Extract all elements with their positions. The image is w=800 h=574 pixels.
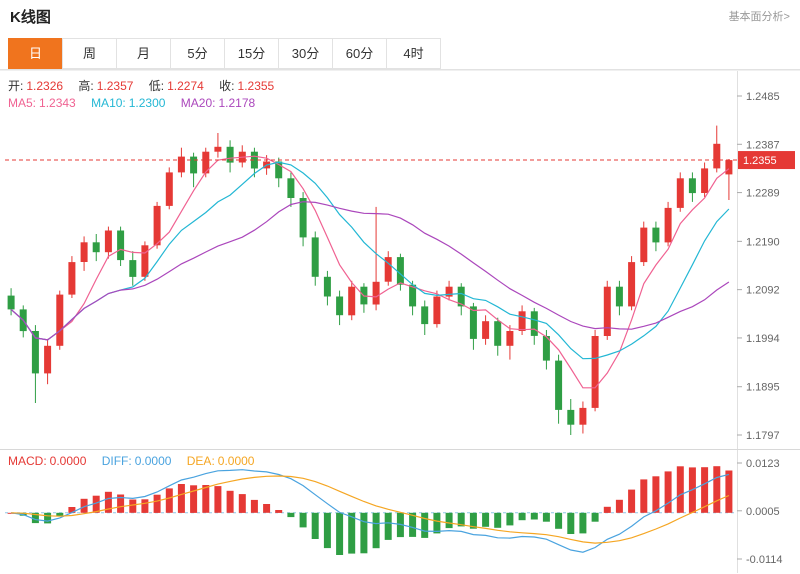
- low-label: 低:: [148, 79, 165, 93]
- header: K线图 基本面分析>: [0, 0, 800, 32]
- price-chart-canvas[interactable]: 1.2485 1.2387 1.2289 1.2190 1.2092 1.1994 1.18…: [0, 71, 800, 449]
- ma5-value: 1.2343: [39, 96, 76, 110]
- interval-tab-月[interactable]: 月: [116, 38, 171, 69]
- svg-text:1.2190: 1.2190: [746, 236, 780, 248]
- price-panel: 开: 1.2326 高: 1.2357 低: 1.2274 收: 1.2355 MA5:…: [0, 71, 800, 449]
- svg-text:0.0005: 0.0005: [746, 506, 780, 518]
- svg-text:1.2485: 1.2485: [746, 91, 780, 103]
- high-value: 1.2357: [96, 79, 134, 93]
- ma10-value: 1.2300: [128, 96, 166, 110]
- ma10-label: MA10:: [91, 96, 126, 110]
- interval-tab-日[interactable]: 日: [8, 38, 63, 69]
- diff-value: 0.0000: [134, 454, 172, 468]
- open-label: 开:: [8, 79, 24, 93]
- diff-label: DIFF:: [101, 454, 132, 468]
- macd-legend: MACD: 0.0000 DIFF: 0.0000 DEA: 0.0000: [8, 454, 266, 468]
- dea-value: 0.0000: [217, 454, 255, 468]
- interval-tab-60分[interactable]: 60分: [332, 38, 387, 69]
- close-value: 1.2355: [237, 79, 275, 93]
- svg-text:1.2387: 1.2387: [746, 139, 780, 151]
- open-value: 1.2326: [26, 79, 64, 93]
- high-label: 高:: [78, 79, 94, 93]
- close-label: 收:: [219, 79, 235, 93]
- macd-label: MACD:: [8, 454, 47, 468]
- svg-text:1.1797: 1.1797: [746, 430, 780, 442]
- interval-tab-周[interactable]: 周: [62, 38, 117, 69]
- chart-region: 开: 1.2326 高: 1.2357 低: 1.2274 收: 1.2355 MA5:…: [0, 70, 800, 573]
- ma-legend: MA5: 1.2343 MA10: 1.2300 MA20: 1.2178: [8, 96, 267, 110]
- svg-text:-0.0114: -0.0114: [746, 554, 783, 566]
- interval-tab-4时[interactable]: 4时: [386, 38, 441, 69]
- ma5-label: MA5:: [8, 96, 37, 110]
- macd-value: 0.0000: [49, 454, 87, 468]
- macd-chart-canvas[interactable]: 0.0123 0.0005 -0.0114: [0, 450, 800, 573]
- dea-label: DEA:: [186, 454, 215, 468]
- low-value: 1.2274: [167, 79, 204, 93]
- svg-text:1.1994: 1.1994: [746, 333, 780, 345]
- interval-tab-5分[interactable]: 5分: [170, 38, 225, 69]
- current-price-tag: 1.2355: [738, 151, 795, 170]
- interval-tab-15分[interactable]: 15分: [224, 38, 279, 69]
- page-title: K线图: [10, 8, 51, 26]
- ma20-label: MA20:: [180, 96, 216, 110]
- interval-tab-30分[interactable]: 30分: [278, 38, 333, 69]
- fundamental-analysis-link[interactable]: 基本面分析>: [728, 11, 790, 23]
- svg-text:1.2289: 1.2289: [746, 188, 780, 200]
- ma20-value: 1.2178: [218, 96, 256, 110]
- ohlc-legend: 开: 1.2326 高: 1.2357 低: 1.2274 收: 1.2355: [8, 77, 286, 94]
- interval-tabs: 日周月 5分 15分 30分 60分 4时: [0, 32, 800, 70]
- svg-text:1.2092: 1.2092: [746, 285, 780, 297]
- svg-text:1.2355: 1.2355: [743, 155, 777, 167]
- svg-text:0.0123: 0.0123: [746, 458, 780, 470]
- macd-panel: MACD: 0.0000 DIFF: 0.0000 DEA: 0.0000 0.012…: [0, 449, 800, 573]
- svg-text:1.1895: 1.1895: [746, 382, 780, 394]
